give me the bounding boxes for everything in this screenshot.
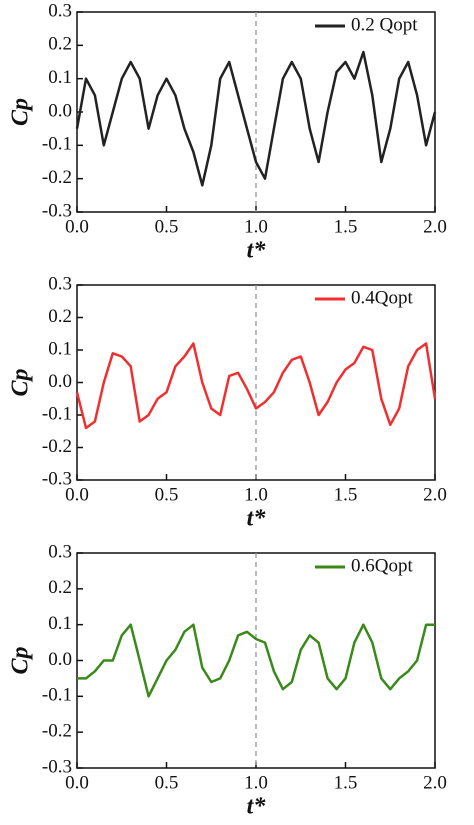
y-tick-label: 0.1 [48, 613, 72, 634]
x-tick-label: 2.0 [423, 484, 447, 505]
x-tick-label: 0.0 [65, 772, 89, 793]
y-tick-label: 0.1 [48, 67, 72, 88]
y-tick-label: -0.2 [42, 721, 72, 742]
y-tick-label: -0.1 [42, 134, 72, 155]
x-tick-label: 1.0 [244, 772, 268, 793]
y-axis-label: Cp [8, 368, 34, 396]
x-tick-label: 1.5 [334, 216, 358, 237]
y-tick-label: -0.3 [42, 200, 72, 221]
x-axis-label: t* [247, 506, 267, 532]
y-tick-label: 0.0 [48, 371, 72, 392]
x-tick-label: 0.0 [65, 216, 89, 237]
x-tick-label: 0.5 [155, 484, 179, 505]
x-axis-label: t* [247, 238, 267, 264]
x-tick-label: 0.0 [65, 484, 89, 505]
x-tick-label: 2.0 [423, 772, 447, 793]
y-axis-label: Cp [8, 646, 34, 674]
x-tick-label: 0.5 [155, 772, 179, 793]
data-line [75, 50, 437, 187]
x-tick-label: 1.5 [334, 484, 358, 505]
y-tick-label: 0.1 [48, 338, 72, 359]
y-tick-label: -0.3 [42, 756, 72, 777]
y-tick-label: 0.2 [48, 306, 72, 327]
y-tick-label: -0.3 [42, 468, 72, 489]
y-tick-label: -0.2 [42, 436, 72, 457]
legend-label: 0.2 Qopt [351, 14, 418, 35]
x-tick-label: 1.0 [244, 484, 268, 505]
x-tick-label: 2.0 [423, 216, 447, 237]
y-tick-label: 0.3 [48, 273, 72, 294]
x-tick-label: 0.5 [155, 216, 179, 237]
y-tick-label: 0.3 [48, 541, 72, 562]
x-tick-label: 1.0 [244, 216, 268, 237]
y-tick-label: -0.1 [42, 403, 72, 424]
y-tick-label: 0.2 [48, 577, 72, 598]
legend-label: 0.4Qopt [351, 287, 413, 308]
x-axis-label: t* [247, 794, 267, 820]
legend-label: 0.6Qopt [351, 555, 413, 576]
y-tick-label: 0.3 [48, 0, 72, 21]
y-tick-label: -0.2 [42, 167, 72, 188]
y-tick-label: -0.1 [42, 685, 72, 706]
y-tick-label: 0.0 [48, 649, 72, 670]
y-axis-label: Cp [8, 98, 34, 126]
x-tick-label: 1.5 [334, 772, 358, 793]
y-tick-label: 0.0 [48, 100, 72, 121]
y-tick-label: 0.2 [48, 34, 72, 55]
data-line [75, 342, 437, 430]
data-line [77, 623, 435, 698]
